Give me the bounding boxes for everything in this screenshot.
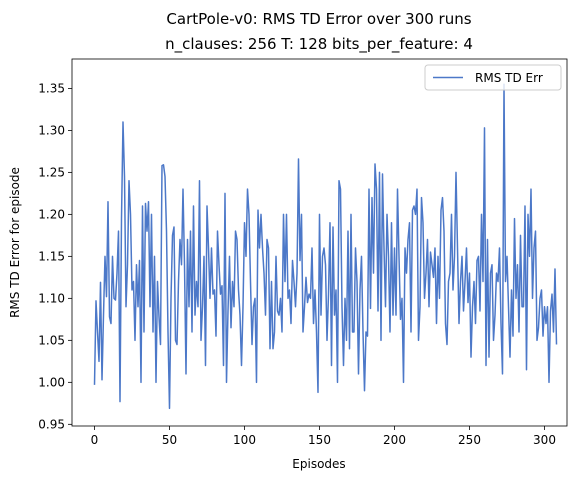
- x-axis-ticks: 0 50 100 150 200 250 300: [91, 426, 556, 447]
- y-axis-label: RMS TD Error for episode: [8, 167, 22, 318]
- chart-subtitle: n_clauses: 256 T: 128 bits_per_feature: …: [165, 35, 473, 54]
- axes-frame: [71, 58, 568, 427]
- x-tick-label: 100: [233, 433, 256, 447]
- legend: RMS TD Err: [424, 64, 562, 91]
- y-tick-label: 1.25: [38, 166, 65, 180]
- y-tick-label: 1.15: [38, 250, 65, 264]
- legend-box: [424, 64, 562, 91]
- x-tick-label: 150: [308, 433, 331, 447]
- y-tick-label: 1.30: [38, 124, 65, 138]
- chart-title: CartPole-v0: RMS TD Error over 300 runs: [166, 10, 471, 28]
- y-tick-label: 0.95: [38, 418, 65, 432]
- plot-area: [93, 83, 558, 410]
- x-tick-label: 50: [162, 433, 177, 447]
- x-tick-label: 250: [458, 433, 481, 447]
- y-tick-label: 1.05: [38, 334, 65, 348]
- x-tick-label: 300: [533, 433, 556, 447]
- y-tick-label: 1.35: [38, 82, 65, 96]
- series-line-0: [93, 83, 558, 410]
- x-axis-label: Episodes: [292, 457, 345, 471]
- y-tick-label: 1.10: [38, 292, 65, 306]
- x-tick-label: 200: [383, 433, 406, 447]
- x-tick-label: 0: [91, 433, 99, 447]
- legend-entry-label: RMS TD Err: [475, 71, 543, 85]
- y-axis-ticks: 0.95 1.00 1.05 1.10 1.15 1.20 1.25 1.30 1.35: [38, 82, 72, 432]
- y-tick-label: 1.20: [38, 208, 65, 222]
- y-tick-label: 1.00: [38, 376, 65, 390]
